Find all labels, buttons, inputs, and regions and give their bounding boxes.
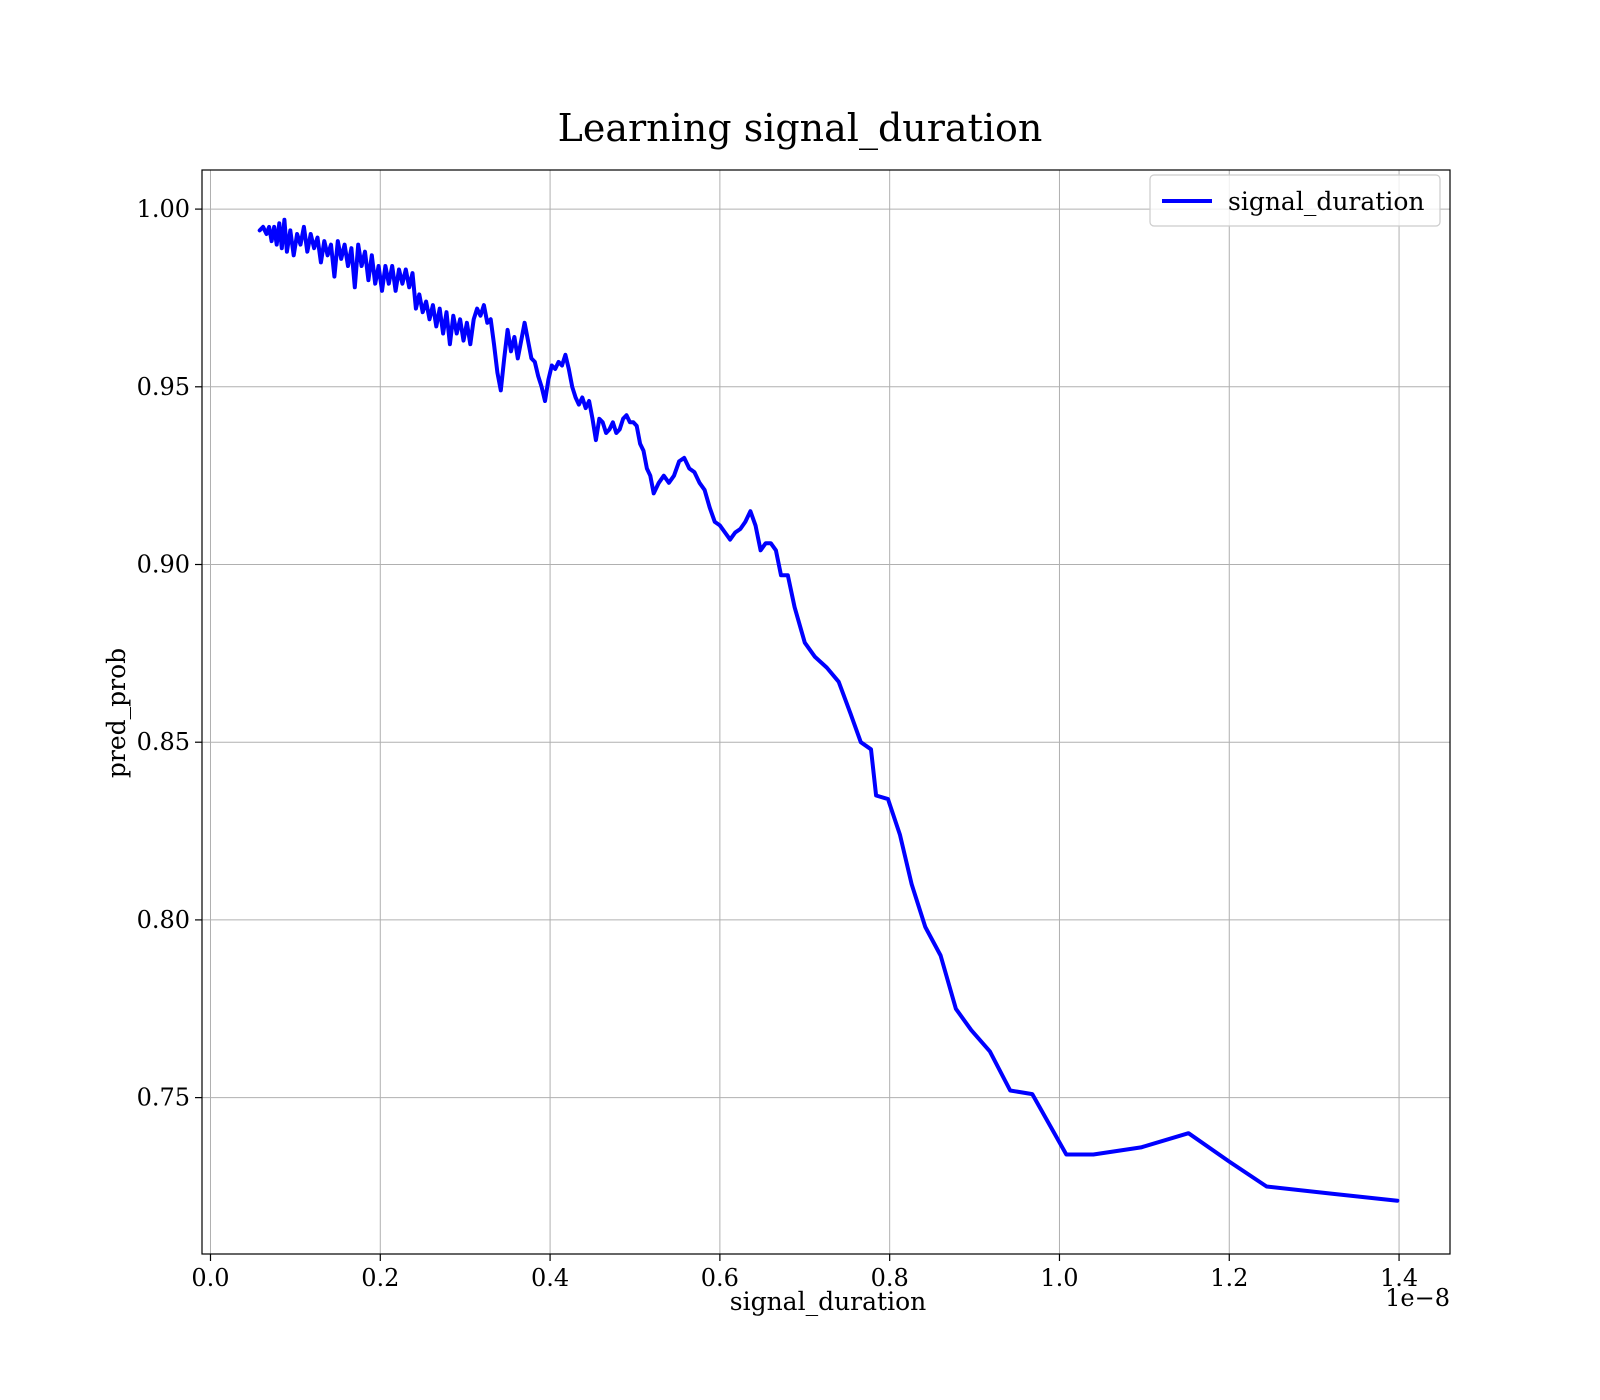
y-axis: 0.75 0.80 0.85 0.90 0.95 1.00 [137, 195, 202, 1112]
series-layer [257, 217, 1400, 1203]
legend-label: signal_duration [1228, 187, 1424, 216]
x-tick-label: 1.0 [1040, 1264, 1078, 1292]
x-axis-offset-label: 1e−8 [1385, 1284, 1450, 1312]
y-tick-label: 1.00 [137, 195, 190, 223]
x-axis: 0.0 0.2 0.4 0.6 0.8 1.0 1.2 1.4 [191, 1254, 1418, 1292]
y-tick-label: 0.75 [137, 1084, 190, 1112]
x-tick-label: 0.0 [191, 1264, 229, 1292]
y-tick-label: 0.90 [137, 551, 190, 579]
x-tick-label: 0.2 [361, 1264, 399, 1292]
grid [202, 170, 1450, 1254]
chart-title: Learning signal_duration [558, 106, 1043, 151]
x-tick-label: 1.4 [1380, 1264, 1418, 1292]
x-axis-label: signal_duration [730, 1287, 926, 1316]
y-axis-label: pred_prob [102, 648, 131, 778]
x-tick-label: 0.8 [871, 1264, 909, 1292]
legend: signal_duration [1149, 174, 1441, 227]
series-line [257, 217, 1400, 1203]
x-tick-label: 0.6 [701, 1264, 739, 1292]
y-tick-label: 0.85 [137, 728, 190, 756]
x-tick-label: 1.2 [1210, 1264, 1248, 1292]
plot-frame [201, 169, 1451, 1255]
legend-box [1149, 174, 1441, 227]
x-tick-label: 0.4 [531, 1264, 569, 1292]
y-tick-label: 0.95 [137, 373, 190, 401]
y-tick-label: 0.80 [137, 906, 190, 934]
